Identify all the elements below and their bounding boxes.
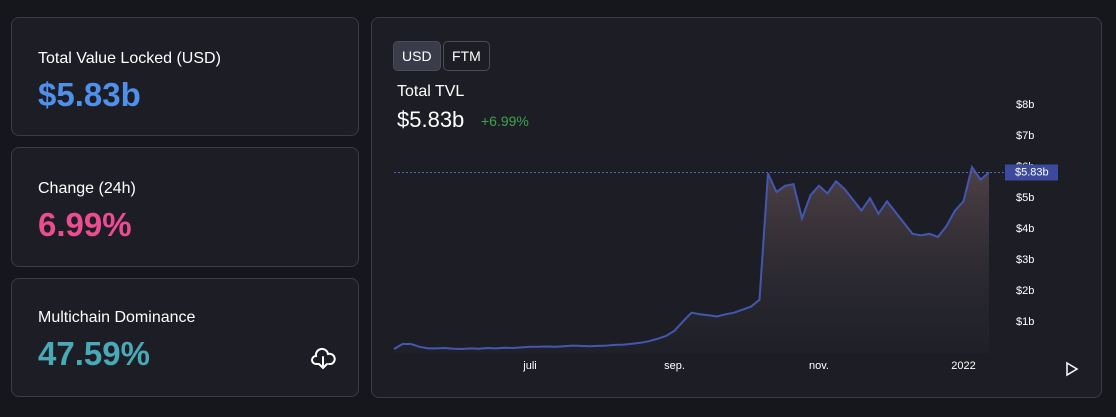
currency-toggle[interactable]: USD bbox=[393, 41, 441, 71]
download-icon[interactable] bbox=[311, 347, 337, 371]
stat-value: $5.83b bbox=[38, 76, 141, 113]
stat-value: 47.59% bbox=[38, 335, 150, 372]
y-tick-label: $7b bbox=[1016, 130, 1034, 142]
chart-panel: USD FTM Total TVL $5.83b +6.99% $1b $2b $3… bbox=[371, 17, 1102, 398]
stat-label: Total Value Locked (USD) bbox=[38, 50, 221, 67]
stat-label: Multichain Dominance bbox=[38, 309, 196, 326]
stat-label: Change (24h) bbox=[38, 180, 136, 197]
price-label-bg bbox=[1005, 164, 1058, 181]
play-icon[interactable] bbox=[1066, 361, 1079, 377]
chart-title: Total TVL bbox=[397, 83, 465, 100]
line bbox=[393, 164, 990, 351]
price-label: $5.83b bbox=[1015, 166, 1049, 178]
chart: $1b$2b$3b$4b$5b$6b$7b$8bjulisep.nov.2022… bbox=[393, 99, 1079, 377]
stat-value: 6.99% bbox=[38, 206, 132, 243]
stat-card: Multichain Dominance 47.59% bbox=[11, 278, 359, 397]
y-tick-label: $3b bbox=[1016, 254, 1034, 266]
y-tick-label: $1b bbox=[1016, 316, 1034, 328]
y-tick-label: $4b bbox=[1016, 223, 1034, 235]
x-tick-label: 2022 bbox=[951, 360, 975, 372]
y-tick-label: $5b bbox=[1016, 192, 1034, 204]
x-tick-label: sep. bbox=[664, 360, 685, 372]
y-tick-label: $2b bbox=[1016, 285, 1034, 297]
chart-change: +6.99% bbox=[481, 113, 529, 129]
x-tick-label: juli bbox=[522, 360, 536, 372]
chart-headline: $5.83b bbox=[397, 107, 465, 132]
currency-toggle[interactable]: FTM bbox=[443, 41, 490, 71]
area-fill bbox=[394, 167, 989, 353]
x-tick-label: nov. bbox=[809, 360, 829, 372]
stat-card: Change (24h) 6.99% bbox=[11, 147, 359, 267]
y-tick-label: $8b bbox=[1016, 99, 1034, 111]
stat-card: Total Value Locked (USD) $5.83b bbox=[11, 17, 359, 136]
